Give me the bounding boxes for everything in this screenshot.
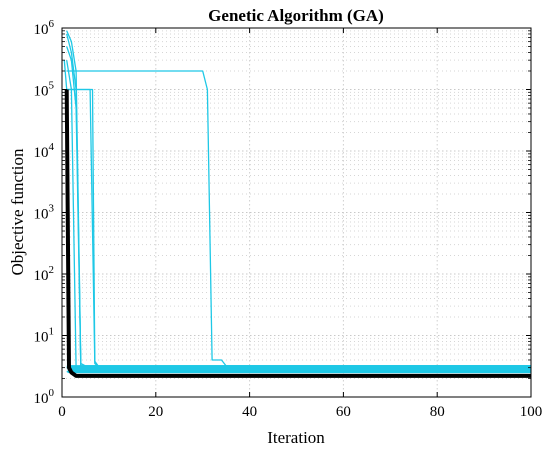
plot-area <box>62 28 531 397</box>
x-tick-label: 60 <box>336 404 351 420</box>
y-tick-label: 100 <box>34 387 55 407</box>
y-axis-label: Objective function <box>8 148 27 275</box>
series-line-run <box>63 60 531 369</box>
y-tick-label: 102 <box>34 264 55 284</box>
ticks: 0 20 40 60 80 100 100 101 102 103 104 105 106 <box>34 18 543 420</box>
y-tick-label: 101 <box>34 326 55 346</box>
series-line-best <box>64 89 531 378</box>
x-tick-label: 20 <box>148 404 163 420</box>
chart-title: Genetic Algorithm (GA) <box>208 6 384 25</box>
x-tick-label: 80 <box>430 404 445 420</box>
x-tick-label: 40 <box>242 404 257 420</box>
x-tick-label: 0 <box>58 404 66 420</box>
grid <box>62 28 531 397</box>
x-axis-label: Iteration <box>267 428 325 447</box>
x-tick-label: 100 <box>520 404 543 420</box>
series-line-run <box>66 70 531 367</box>
y-tick-label: 105 <box>34 80 55 100</box>
y-tick-label: 106 <box>34 18 55 38</box>
y-tick-label: 104 <box>34 141 55 161</box>
y-tick-label: 103 <box>34 203 55 223</box>
series-layer <box>63 30 532 378</box>
